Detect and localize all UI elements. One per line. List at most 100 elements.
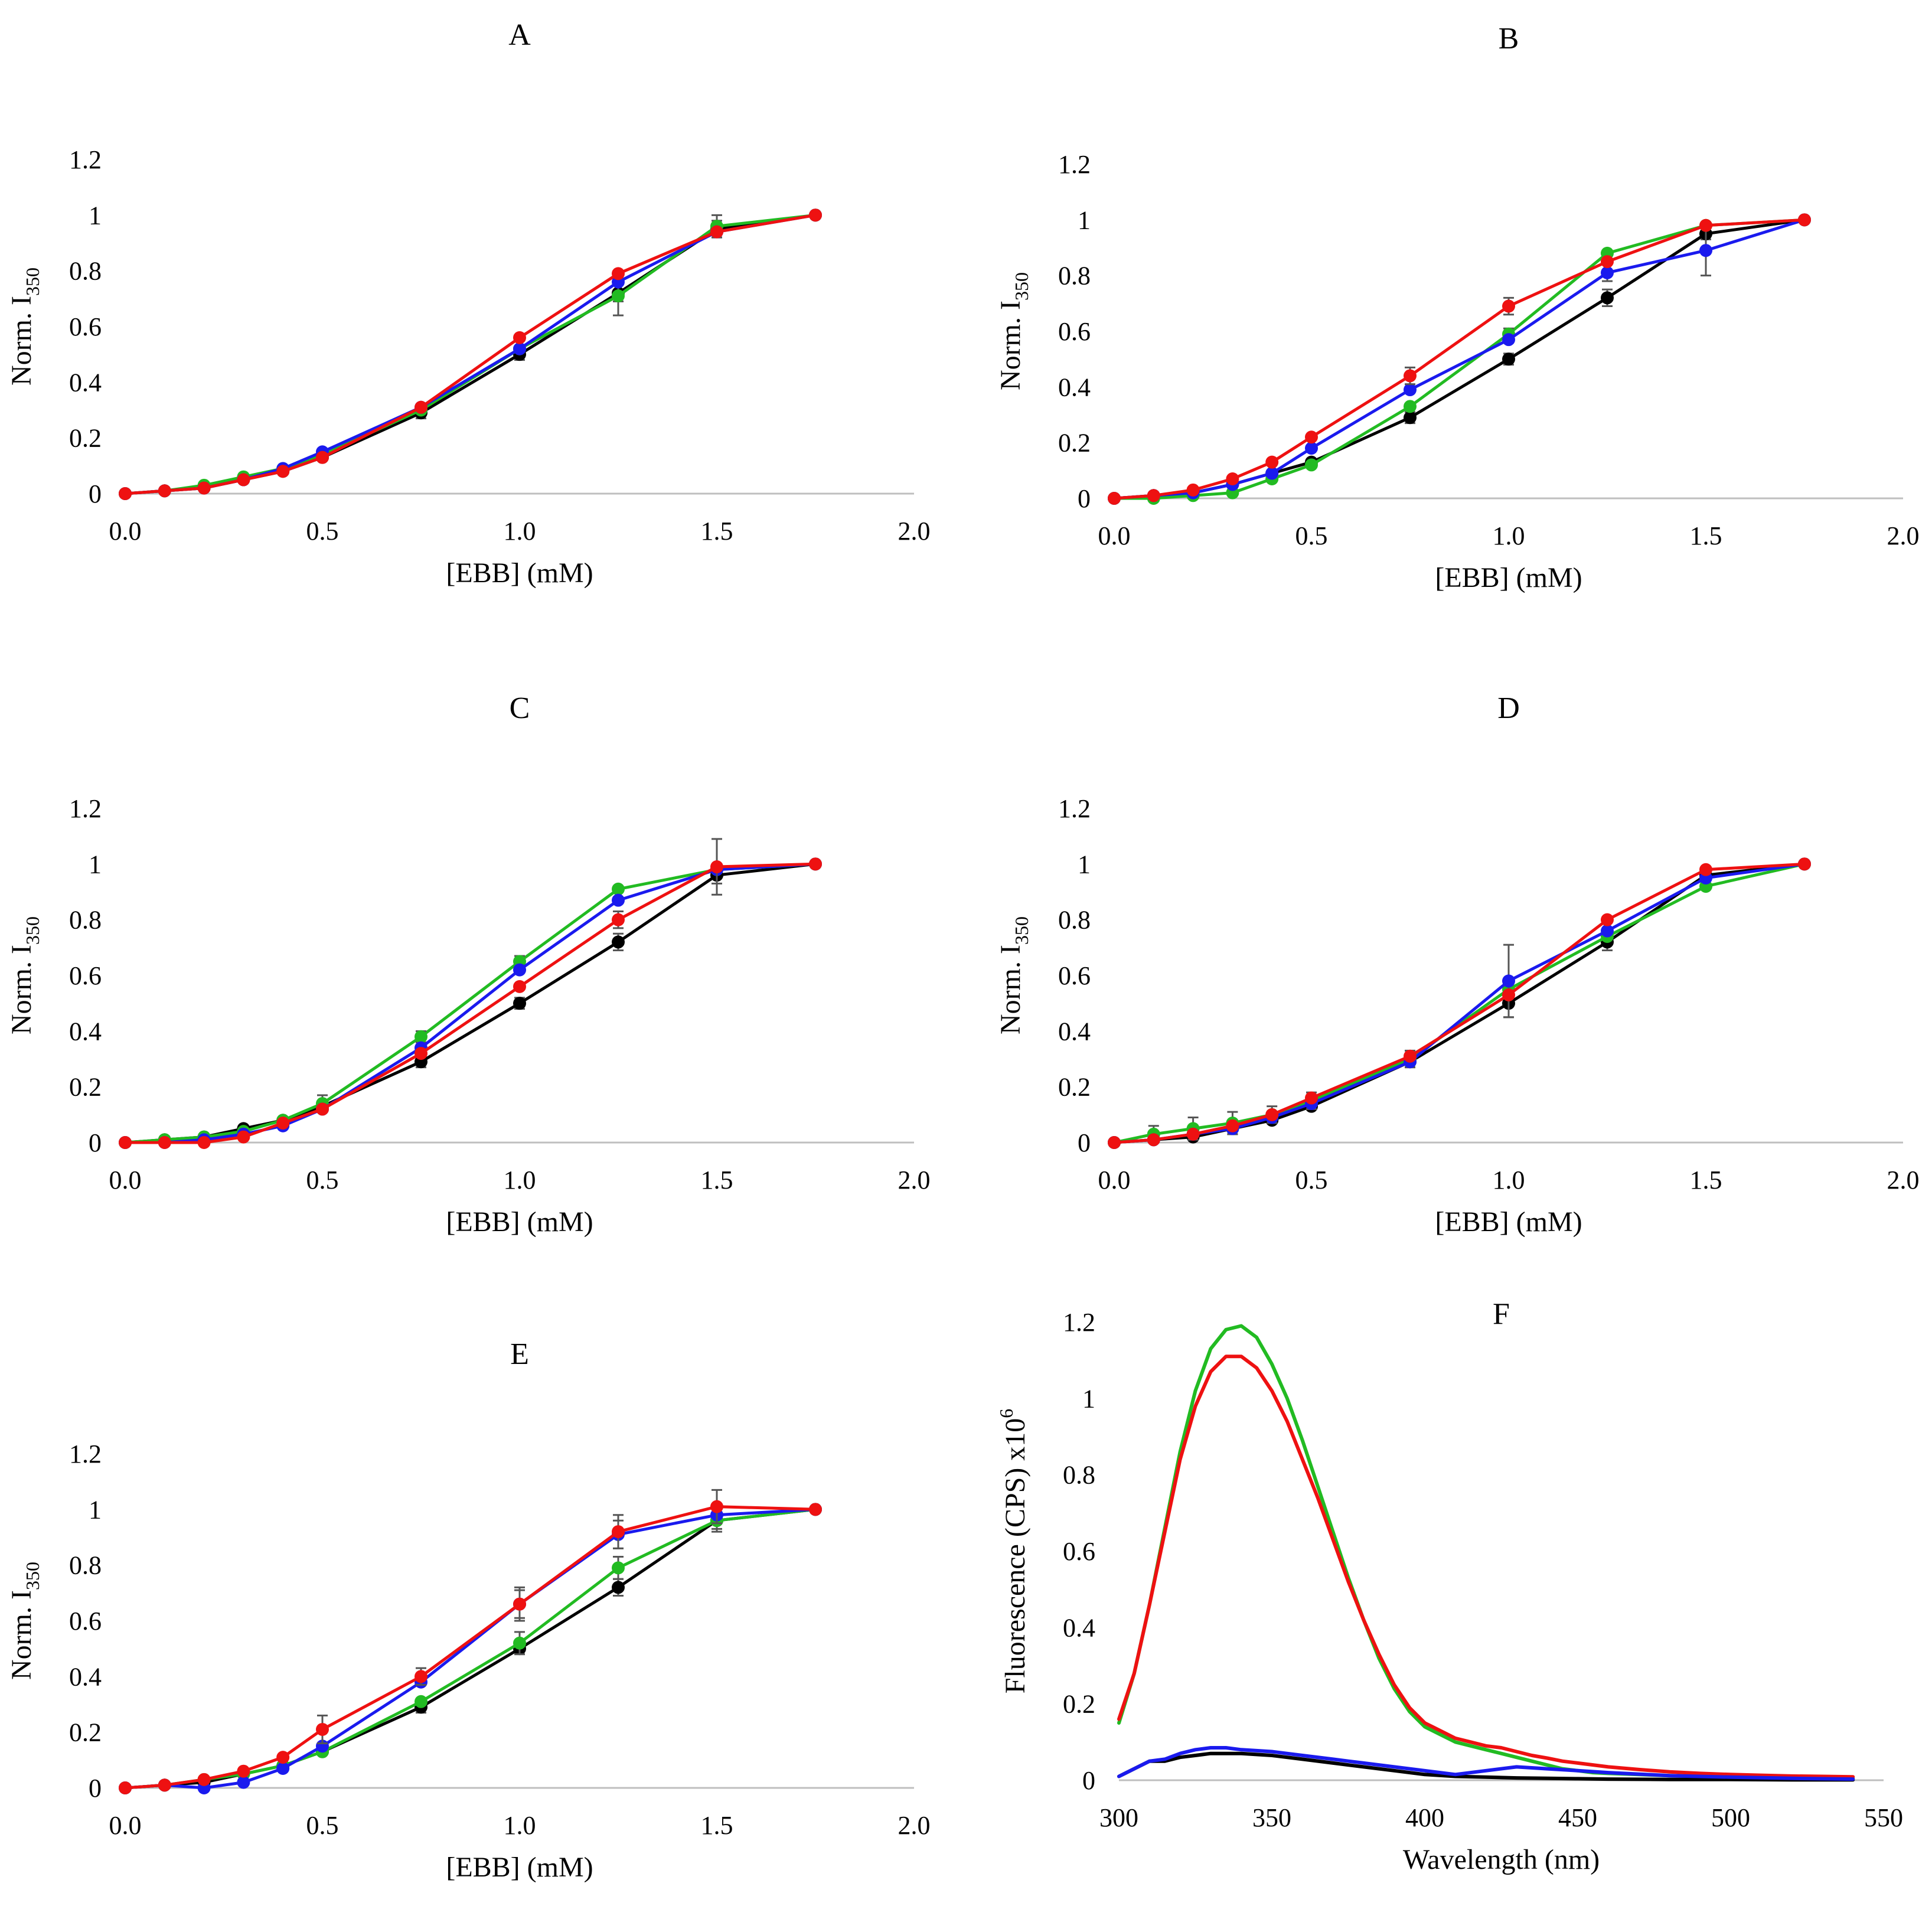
panel-b-y-label: Norm. I350 <box>995 272 1032 390</box>
panel-e-point-red <box>710 1500 723 1513</box>
panel-c-point-black <box>612 935 625 949</box>
panel-f: F 300 350 400 450 500 550 0 0.2 0.4 0.6 0.8 1 1.2 Wave… <box>996 1297 1903 1875</box>
panel-b-series-red <box>1108 213 1811 505</box>
panel-e-x-tick-label: 0.5 <box>306 1811 339 1840</box>
panel-a-x-tick-label: 1.5 <box>701 517 733 546</box>
panel-f-series-blue <box>1117 1746 1855 1781</box>
panel-c-y-tick-label: 0 <box>89 1128 102 1157</box>
panel-f-y-tick-label: 0.6 <box>1063 1537 1095 1566</box>
panel-b-point-green <box>1404 400 1417 413</box>
panel-b-point-black <box>1601 291 1614 305</box>
panel-f-line-blue <box>1117 1746 1855 1781</box>
panel-b-point-red <box>1186 483 1200 497</box>
panel-d-series-red <box>1108 857 1811 1149</box>
panel-e-point-red <box>119 1781 132 1794</box>
panel-e-point-red <box>276 1751 290 1764</box>
panel-a-point-red <box>197 481 211 495</box>
panel-b-point-blue <box>1699 244 1712 257</box>
panel-a-point-red <box>710 225 723 239</box>
panel-f-x-tick-label: 300 <box>1099 1803 1138 1832</box>
panel-e-y-tick-label: 1.2 <box>69 1440 102 1468</box>
panel-c-point-red <box>809 857 822 871</box>
panel-e-point-blue <box>237 1776 250 1789</box>
panel-c-point-red <box>276 1116 290 1130</box>
panel-b-y-tick-label: 0.4 <box>1058 373 1091 402</box>
panel-f-line-black <box>1117 1751 1855 1782</box>
panel-a-point-red <box>415 400 427 414</box>
panel-f-x-tick-label: 550 <box>1864 1803 1903 1832</box>
panel-c-x-tick-label: 1.5 <box>701 1166 733 1194</box>
panel-f-title: F <box>1493 1297 1510 1331</box>
panel-e-point-green <box>612 1561 625 1575</box>
panel-a-x-tick-label: 0.5 <box>306 517 339 546</box>
panel-b-point-red <box>1265 455 1279 469</box>
panel-e-y-tick-label: 0.2 <box>69 1718 102 1747</box>
panel-a-point-green <box>612 289 625 303</box>
panel-e-point-red <box>158 1778 171 1792</box>
panel-b-y-tick-label: 1 <box>1078 205 1091 234</box>
panel-c-point-green <box>415 1030 427 1043</box>
panel-f-line-red <box>1117 1355 1855 1779</box>
panel-e-point-red <box>197 1773 211 1786</box>
panel-f-y-tick-label: 1.2 <box>1063 1308 1095 1337</box>
panel-c-point-red <box>158 1136 171 1149</box>
panel-b-x-tick-label: 1.0 <box>1493 521 1525 550</box>
panel-b-y-tick-label: 1.2 <box>1058 150 1091 179</box>
panel-c-title: C <box>510 691 530 725</box>
panel-c-y-tick-label: 0.6 <box>69 961 102 990</box>
panel-e-y-tick-label: 0 <box>89 1774 102 1803</box>
panel-c: C 0.0 0.5 1.0 1.5 2.0 0 0.2 0.4 0.6 0.8 1 1.2 [EBB] (… <box>6 691 931 1238</box>
panel-d-y-label: Norm. I350 <box>995 916 1032 1034</box>
panel-d-point-blue <box>1601 924 1614 938</box>
panel-e-point-red <box>415 1670 427 1683</box>
panel-b: B 0.0 0.5 1.0 1.5 2.0 0 0.2 0.4 0.6 0.8 1 1.2 [EBB] (… <box>995 22 1920 593</box>
panel-b-x-tick-label: 2.0 <box>1887 521 1920 550</box>
panel-e-y-tick-label: 1 <box>89 1495 102 1524</box>
panel-d-y-tick-label: 0.8 <box>1058 906 1091 935</box>
panel-e-point-green <box>513 1636 526 1650</box>
panel-f-x-tick-label: 350 <box>1252 1803 1291 1832</box>
panel-a-y-tick-label: 0 <box>89 479 102 508</box>
panel-d-point-red <box>1265 1108 1279 1121</box>
panel-a-point-red <box>119 487 132 500</box>
panel-c-y-label: Norm. I350 <box>6 916 43 1034</box>
panel-c-point-blue <box>612 893 625 907</box>
panel-a-series-red <box>119 208 822 500</box>
panel-d-x-tick-label: 0.5 <box>1295 1166 1328 1194</box>
panel-b-point-red <box>1404 369 1417 383</box>
panel-b-point-blue <box>1265 466 1279 480</box>
panel-b-point-red <box>1226 472 1239 485</box>
panel-b-point-red <box>1305 430 1318 444</box>
panel-b-point-blue <box>1601 266 1614 279</box>
panel-a-title: A <box>508 18 531 52</box>
panel-b-x-tick-label: 0.5 <box>1295 521 1328 550</box>
panel-d-point-red <box>1601 913 1614 926</box>
panel-c-point-red <box>197 1136 211 1149</box>
panel-a-x-tick-label: 0.0 <box>109 517 142 546</box>
panel-d-point-red <box>1798 857 1811 871</box>
panel-c-x-tick-label: 0.5 <box>306 1166 339 1194</box>
panel-a-point-red <box>276 465 290 478</box>
panel-c-point-red <box>415 1047 427 1060</box>
panel-f-y-tick-label: 0 <box>1082 1766 1095 1795</box>
panel-e-x-label: [EBB] (mM) <box>446 1852 593 1883</box>
panel-b-point-red <box>1601 255 1614 269</box>
panel-d-point-red <box>1699 863 1712 876</box>
panel-c-y-tick-label: 0.8 <box>69 906 102 935</box>
panel-d-point-red <box>1186 1127 1200 1141</box>
panel-c-point-red <box>612 913 625 926</box>
panel-b-point-red <box>1699 218 1712 232</box>
panel-c-y-tick-label: 1.2 <box>69 794 102 823</box>
panel-e-point-green <box>415 1695 427 1708</box>
panel-b-point-red <box>1108 492 1121 505</box>
panel-c-point-black <box>513 997 526 1010</box>
panel-f-series-red <box>1117 1355 1855 1779</box>
panel-a-point-red <box>612 267 625 280</box>
panel-f-y-tick-label: 0.8 <box>1063 1461 1095 1490</box>
panel-c-x-label: [EBB] (mM) <box>446 1206 593 1238</box>
panel-d-point-red <box>1108 1136 1121 1149</box>
panel-d-x-tick-label: 0.0 <box>1098 1166 1131 1194</box>
panel-d-y-tick-label: 1 <box>1078 850 1091 879</box>
panel-f-x-tick-label: 400 <box>1405 1803 1444 1832</box>
panel-b-title: B <box>1499 22 1519 56</box>
